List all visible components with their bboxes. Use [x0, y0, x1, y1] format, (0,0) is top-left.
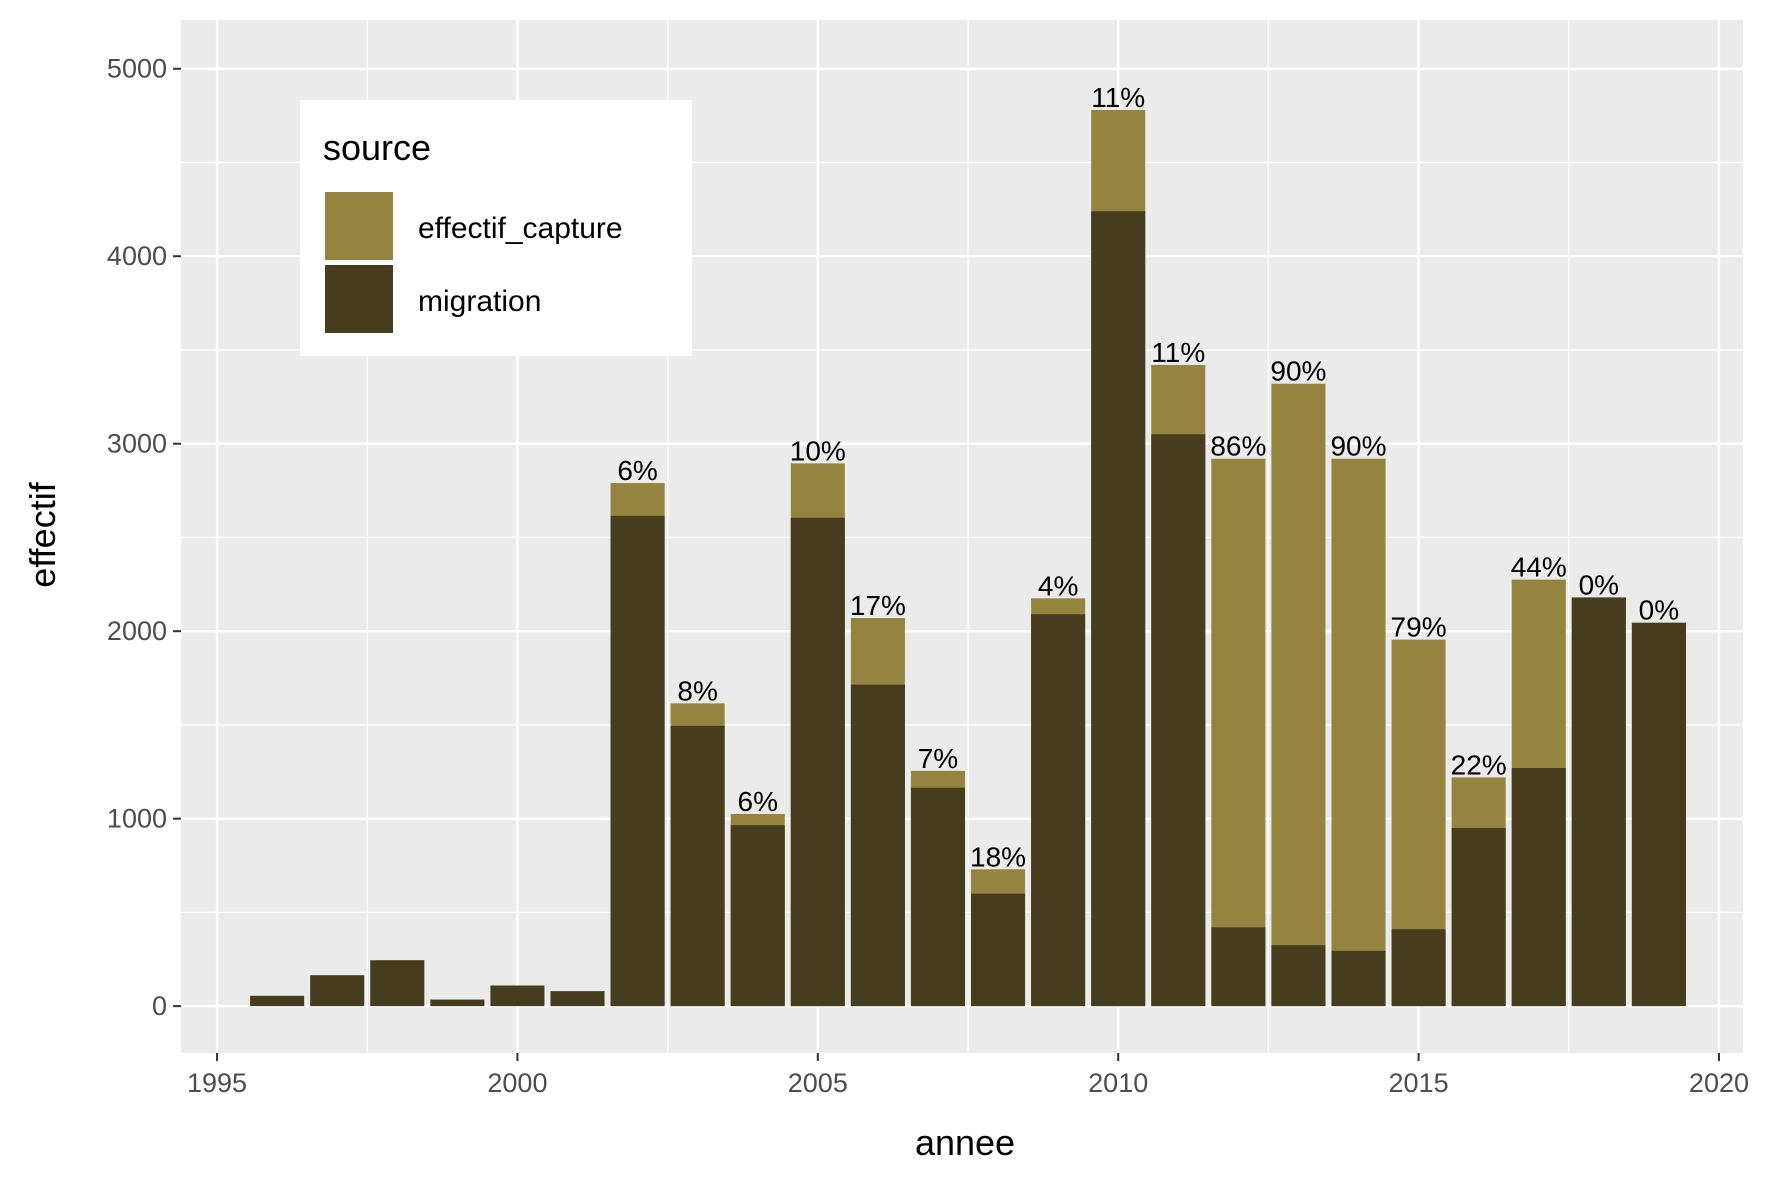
legend: source effectif_capture migration	[300, 100, 692, 356]
legend-title: source	[323, 127, 431, 168]
x-axis: 1995 2000 2005 2010 2015 2020	[187, 1053, 1749, 1098]
bar-migration	[1271, 945, 1326, 1007]
bar-effectif-capture	[1211, 458, 1266, 1007]
bar-migration	[730, 825, 785, 1007]
x-tick-label: 2010	[1088, 1068, 1148, 1098]
bar-effectif-capture	[1271, 383, 1326, 1007]
bar-percent-label: 0%	[1639, 595, 1679, 626]
bar-migration	[1211, 927, 1266, 1007]
bar-percent-label: 90%	[1330, 431, 1386, 462]
x-axis-title: annee	[915, 1122, 1015, 1163]
bar-percent-label: 86%	[1210, 431, 1266, 462]
legend-label-migration: migration	[418, 285, 541, 318]
y-tick-label: 5000	[107, 54, 167, 84]
bar-migration	[310, 975, 365, 1007]
x-tick-label: 2020	[1689, 1068, 1749, 1098]
y-tick-label: 2000	[107, 616, 167, 646]
y-tick-label: 0	[152, 991, 167, 1021]
bar-migration	[910, 787, 966, 1007]
bar-migration	[1031, 614, 1086, 1007]
bar-percent-label: 18%	[970, 841, 1026, 872]
y-tick-label: 3000	[107, 429, 167, 459]
y-axis: 0 1000 2000 3000 4000 5000	[107, 54, 181, 1021]
bar-percent-label: 6%	[617, 455, 657, 486]
bar-percent-label: 90%	[1270, 356, 1326, 387]
x-tick-label: 2005	[788, 1068, 848, 1098]
series-migration	[250, 211, 1686, 1007]
bar-migration	[490, 985, 545, 1007]
bar-migration	[1571, 597, 1626, 1007]
bar-percent-label: 11%	[1091, 82, 1145, 113]
y-tick-label: 1000	[107, 804, 167, 834]
x-tick-label: 1995	[187, 1068, 247, 1098]
bar-migration	[1391, 929, 1446, 1007]
bar-effectif-capture	[1331, 458, 1386, 1007]
bar-percent-label: 8%	[677, 675, 717, 706]
bar-migration	[790, 517, 845, 1007]
bar-migration	[971, 893, 1026, 1007]
bar-percent-label: 4%	[1038, 570, 1078, 601]
bar-migration	[550, 991, 605, 1007]
legend-key-migration	[325, 265, 393, 333]
bar-migration	[430, 999, 485, 1007]
bar-percent-label: 44%	[1511, 552, 1567, 583]
bar-migration	[850, 684, 905, 1007]
bar-migration	[1631, 622, 1686, 1007]
bar-percent-label: 79%	[1391, 612, 1447, 643]
bar-percent-label: 11%	[1151, 337, 1205, 368]
bar-migration	[370, 960, 425, 1007]
x-tick-label: 2000	[487, 1068, 547, 1098]
bar-migration	[1451, 828, 1506, 1007]
bar-labels: 6% 8% 6% 10% 17% 7% 18% 4% 11% 11% 86% 90% 90% 79% 22%…	[617, 82, 1679, 872]
x-tick-label: 2015	[1389, 1068, 1449, 1098]
bar-migration	[1511, 768, 1566, 1007]
bar-percent-label: 6%	[738, 786, 778, 817]
bar-migration	[670, 725, 725, 1007]
bar-migration	[1331, 950, 1386, 1007]
y-axis-title: effectif	[22, 481, 63, 587]
bar-percent-label: 0%	[1579, 569, 1619, 600]
legend-label-effectif-capture: effectif_capture	[418, 212, 623, 245]
bar-migration	[610, 515, 665, 1007]
bar-percent-label: 7%	[918, 743, 958, 774]
bar-migration	[250, 995, 305, 1007]
y-tick-label: 4000	[107, 241, 167, 271]
bar-percent-label: 22%	[1451, 749, 1507, 780]
bar-migration	[1151, 434, 1206, 1007]
bar-migration	[1091, 211, 1146, 1007]
legend-key-effectif-capture	[325, 192, 393, 260]
bar-percent-label: 17%	[850, 590, 906, 621]
bar-percent-label: 10%	[790, 435, 846, 466]
